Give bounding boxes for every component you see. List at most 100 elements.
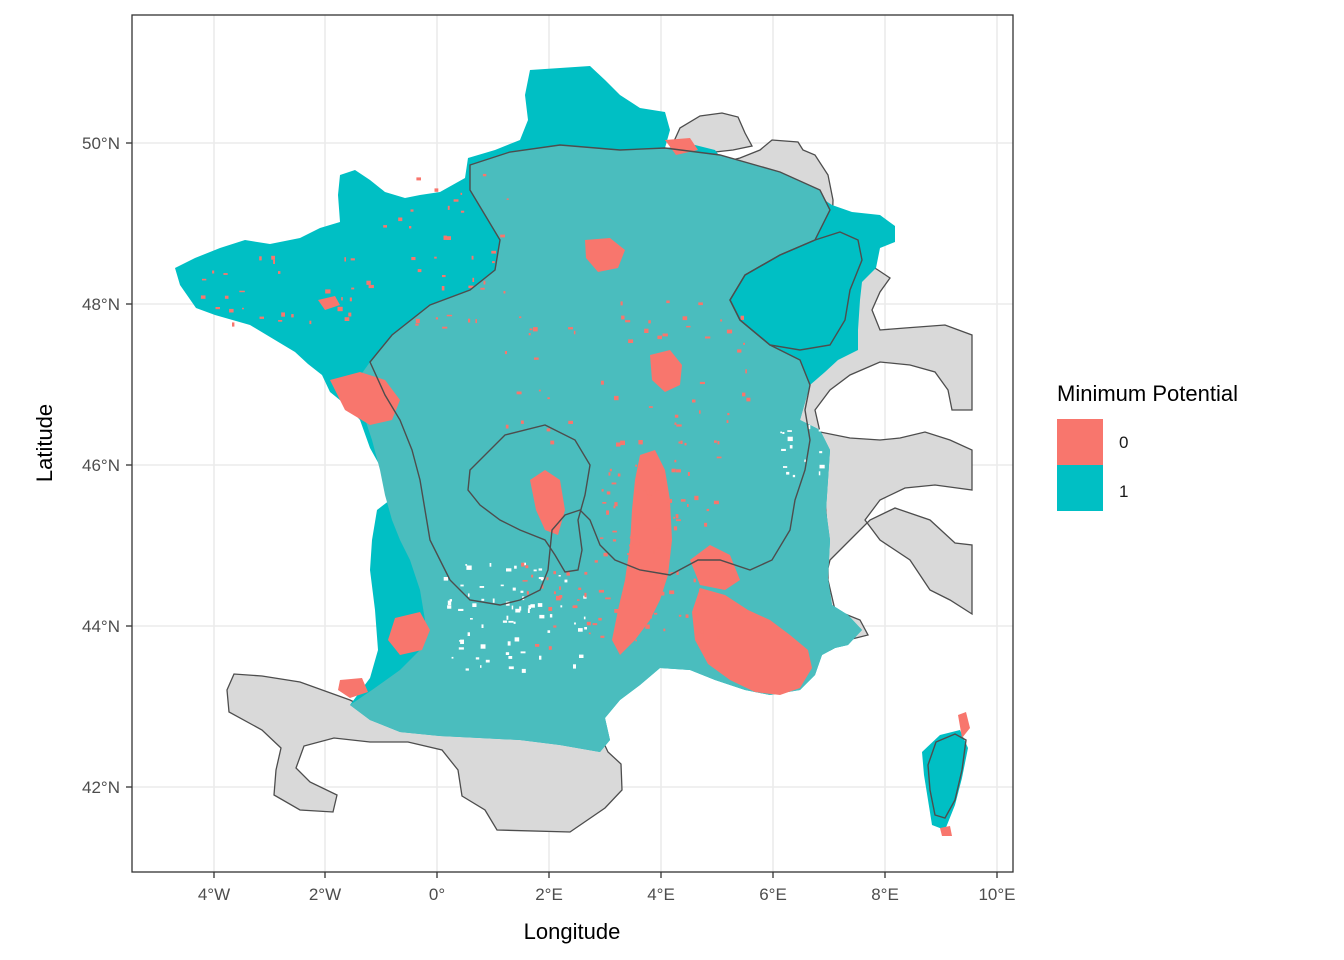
raster-speckle	[584, 627, 587, 630]
raster-salmon-alps-west	[690, 545, 740, 590]
raster-speckle	[446, 314, 453, 317]
raster-salmon-corsica	[940, 712, 970, 836]
panel-border	[131, 14, 1014, 873]
raster-speckle	[553, 571, 556, 575]
raster-speckle	[547, 630, 551, 633]
raster-speckle	[635, 639, 637, 642]
raster-speckle	[350, 258, 355, 261]
raster-salmon-massif	[530, 470, 565, 535]
raster-speckle	[583, 616, 586, 620]
raster-speckle	[614, 395, 619, 401]
legend-key-0	[1057, 419, 1103, 465]
raster-speckle	[278, 271, 281, 274]
raster-speckle	[468, 593, 470, 597]
legend-title: Minimum Potential	[1057, 381, 1238, 406]
y-tick-label-50: 50°N	[82, 134, 120, 153]
raster-speckle	[546, 577, 549, 581]
raster-speckle	[737, 349, 742, 353]
raster-speckle	[507, 641, 511, 646]
raster-speckle	[522, 580, 528, 582]
raster-speckle	[443, 577, 448, 581]
raster-speckle	[442, 326, 448, 329]
raster-speckle	[506, 198, 509, 200]
raster-speckle	[538, 577, 543, 579]
raster-speckle	[470, 618, 473, 620]
raster-speckle	[515, 608, 521, 613]
raster-speckle	[475, 657, 480, 660]
raster-speckle	[605, 597, 611, 600]
raster-speckle	[398, 217, 403, 222]
raster-speckle	[678, 441, 681, 444]
raster-speckle	[819, 464, 825, 469]
raster-speckle	[505, 424, 509, 429]
raster-speckle	[625, 320, 631, 323]
raster-speckle	[629, 544, 633, 547]
raster-speckle	[415, 318, 420, 324]
raster-speckle	[716, 456, 722, 459]
raster-speckle	[519, 316, 522, 319]
raster-speckle	[503, 291, 506, 294]
raster-speckle	[443, 235, 447, 240]
raster-speckle	[627, 629, 631, 632]
legend-label-1: 1	[1119, 482, 1128, 501]
raster-speckle	[675, 514, 679, 519]
raster-speckle	[434, 256, 437, 259]
raster-speckle	[574, 622, 576, 625]
raster-speckle	[715, 599, 722, 602]
raster-speckle	[663, 385, 669, 389]
raster-speckle	[537, 603, 543, 607]
raster-salmon-brittany	[318, 296, 340, 310]
raster-speckle	[441, 286, 445, 291]
outline-massif-central	[467, 424, 591, 573]
x-tick-label-8: 8°E	[871, 885, 899, 904]
raster-speckle	[573, 664, 576, 669]
raster-speckle	[588, 632, 591, 635]
raster-speckle	[726, 329, 733, 334]
raster-speckle	[309, 320, 312, 325]
raster-speckle	[447, 605, 452, 609]
raster-speckle	[564, 579, 568, 583]
raster-class-0	[318, 138, 970, 836]
raster-speckle	[447, 600, 452, 606]
raster-speckles	[200, 173, 825, 673]
raster-speckle	[472, 603, 477, 607]
raster-speckle	[549, 614, 553, 618]
raster-speckle	[647, 496, 650, 500]
raster-speckle	[460, 584, 464, 587]
raster-salmon-west	[330, 372, 400, 425]
raster-speckle	[573, 605, 578, 608]
raster-speckle	[348, 312, 352, 317]
raster-speckle	[678, 614, 682, 617]
raster-salmon-aquitaine	[388, 612, 430, 655]
raster-speckle	[692, 399, 696, 403]
raster-speckle	[594, 560, 598, 563]
raster-speckle	[586, 621, 591, 626]
raster-speckle	[617, 473, 621, 477]
raster-speckle	[629, 536, 632, 539]
raster-speckle	[534, 357, 539, 360]
raster-speckle	[584, 592, 587, 598]
raster-speckle	[645, 624, 650, 629]
raster-salmon-biarritz	[338, 678, 368, 698]
raster-speckle	[514, 637, 520, 642]
raster-speckle	[508, 666, 514, 670]
raster-speckle	[637, 603, 641, 607]
raster-speckle	[700, 589, 705, 593]
legend-label-0: 0	[1119, 433, 1128, 452]
raster-speckle	[639, 542, 642, 546]
raster-speckle	[453, 199, 459, 202]
raster-speckle	[645, 458, 650, 461]
raster-speckle	[660, 591, 665, 596]
raster-speckle	[698, 302, 703, 306]
raster-speckle	[259, 256, 262, 261]
raster-speckle	[666, 543, 672, 546]
raster-speckle	[481, 624, 484, 628]
raster-speckle	[568, 327, 573, 330]
raster-speckle	[630, 534, 633, 538]
raster-speckle	[612, 539, 617, 542]
raster-speckle	[506, 615, 509, 620]
raster-speckle	[699, 636, 704, 639]
raster-speckle	[673, 526, 678, 531]
legend-key-1	[1057, 465, 1103, 511]
